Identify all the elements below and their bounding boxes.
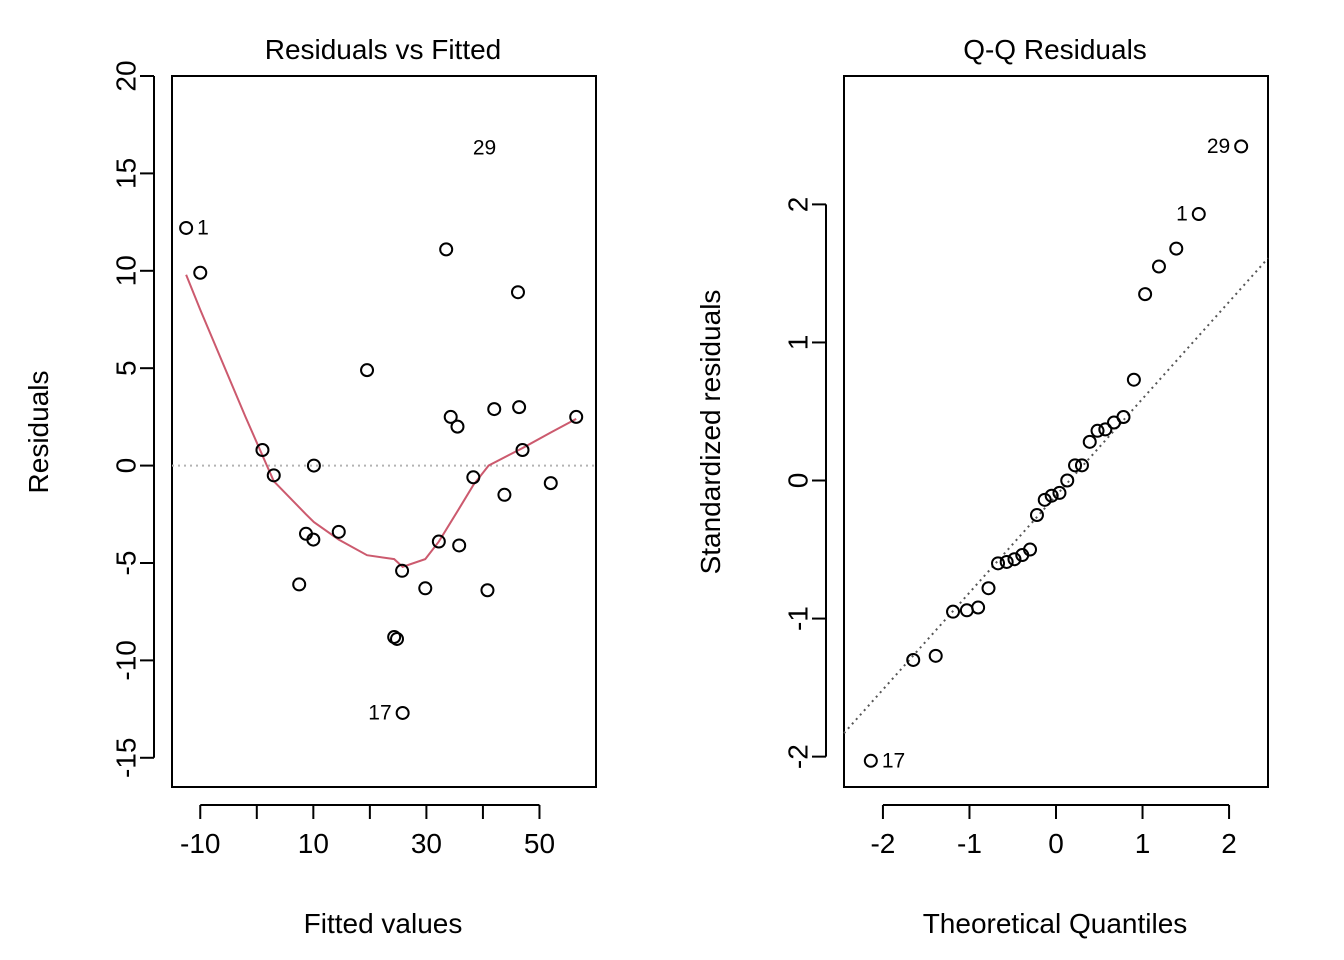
qq-residuals-x-tick-label: 0 [1048, 828, 1064, 859]
residuals-vs-fitted-point [515, 443, 530, 458]
qq-residuals-y-tick-label: -2 [783, 744, 814, 769]
qq-residuals-point-label: 17 [882, 749, 905, 772]
residuals-vs-fitted-point [255, 443, 270, 458]
residuals-vs-fitted-point [466, 470, 481, 485]
qq-residuals-y-tick-label: -1 [783, 606, 814, 631]
qq-residuals-point [1098, 422, 1113, 437]
qq-residuals-point [959, 603, 974, 618]
residuals-vs-fitted-point [292, 577, 307, 592]
qq-residuals-point [1052, 485, 1067, 500]
residuals-vs-fitted-point [418, 581, 433, 596]
residuals-vs-fitted-y-tick-label: 5 [111, 360, 142, 376]
qq-residuals-y-tick-label: 1 [783, 335, 814, 351]
residuals-vs-fitted-point [497, 487, 512, 502]
residuals-vs-fitted-point [480, 583, 495, 598]
residuals-vs-fitted-point [193, 265, 208, 280]
qq-residuals-reference-line [843, 257, 1269, 734]
qq-residuals-point [863, 753, 878, 768]
residuals-vs-fitted-point [331, 524, 346, 539]
qq-residuals-point [1082, 434, 1097, 449]
qq-residuals-title: Q-Q Residuals [963, 34, 1147, 65]
residuals-vs-fitted-point-label: 17 [368, 701, 391, 724]
residuals-vs-fitted-y-tick-label: -15 [111, 738, 142, 778]
residuals-vs-fitted-point [452, 538, 467, 553]
qq-residuals-point [928, 648, 943, 663]
qq-residuals-point [1074, 458, 1089, 473]
residuals-vs-fitted-ylabel: Residuals [23, 371, 54, 494]
qq-residuals-x-tick-label: 2 [1221, 828, 1237, 859]
qq-residuals-point [1138, 287, 1153, 302]
residuals-vs-fitted-smooth-line [185, 274, 577, 569]
residuals-vs-fitted-point [439, 242, 454, 257]
residuals-vs-fitted-point [395, 563, 410, 578]
qq-residuals-plot-box [843, 75, 1269, 788]
qq-residuals-point [1191, 207, 1206, 222]
residuals-vs-fitted-point [266, 468, 281, 483]
qq-residuals-xlabel: Theoretical Quantiles [923, 908, 1188, 939]
qq-residuals-point-label: 1 [1176, 203, 1188, 226]
qq-residuals-x-tick-label: -2 [870, 828, 895, 859]
residuals-vs-fitted-y-tick-label: 10 [111, 255, 142, 286]
qq-residuals-point [1023, 542, 1038, 557]
residuals-vs-fitted-y-tick-label: -10 [111, 640, 142, 680]
residuals-vs-fitted-point [450, 419, 465, 434]
qq-residuals-point [1044, 488, 1059, 503]
residuals-vs-fitted-point-label: 29 [473, 137, 496, 160]
qq-residuals-point [981, 581, 996, 596]
residuals-vs-fitted-y-tick-label: 15 [111, 158, 142, 189]
residuals-vs-fitted-x-tick-label: 30 [411, 828, 442, 859]
residuals-vs-fitted-point [306, 458, 321, 473]
residuals-vs-fitted-point [306, 532, 321, 547]
qq-residuals-point [1090, 423, 1105, 438]
qq-residuals-point [1068, 458, 1083, 473]
qq-residuals-point [991, 556, 1006, 571]
residuals-vs-fitted-y-tick-label: -5 [111, 551, 142, 576]
residuals-vs-fitted-xlabel: Fitted values [304, 908, 463, 939]
residuals-vs-fitted-point [487, 402, 502, 417]
qq-residuals-point [1234, 139, 1249, 154]
qq-residuals-y-tick-label: 0 [783, 473, 814, 489]
qq-residuals-point [946, 604, 961, 619]
residuals-vs-fitted-plot-box [171, 75, 597, 788]
qq-residuals-point [971, 600, 986, 615]
residuals-vs-fitted-y-tick-label: 20 [111, 60, 142, 91]
residuals-vs-fitted-y-tick-label: 0 [111, 458, 142, 474]
residuals-vs-fitted-point [543, 476, 558, 491]
qq-residuals-y-tick-label: 2 [783, 197, 814, 213]
qq-residuals-point [1007, 552, 1022, 567]
residuals-vs-fitted-point [360, 363, 375, 378]
residuals-vs-fitted-x-tick-label: 50 [524, 828, 555, 859]
qq-residuals-point [1169, 241, 1184, 256]
qq-residuals-point [1037, 492, 1052, 507]
qq-residuals-point [906, 652, 921, 667]
qq-residuals-point [1116, 410, 1131, 425]
residuals-vs-fitted-panel: Residuals vs Fitted Fitted values Residu… [23, 34, 597, 939]
qq-residuals-x-tick-label: 1 [1135, 828, 1151, 859]
qq-residuals-point [999, 554, 1014, 569]
residuals-vs-fitted-point-label: 1 [197, 216, 209, 239]
residuals-vs-fitted-point [443, 409, 458, 424]
qq-residuals-point [1126, 372, 1141, 387]
qq-residuals-panel: Q-Q Residuals Theoretical Quantiles Stan… [695, 34, 1269, 939]
residuals-vs-fitted-point [510, 285, 525, 300]
qq-residuals-point [1151, 259, 1166, 274]
residuals-vs-fitted-point [431, 534, 446, 549]
residuals-vs-fitted-x-tick-label: 10 [298, 828, 329, 859]
residuals-vs-fitted-x-tick-label: -10 [180, 828, 220, 859]
residuals-vs-fitted-point [512, 400, 527, 415]
residuals-vs-fitted-point [390, 631, 405, 646]
residuals-vs-fitted-point [387, 630, 402, 645]
residuals-vs-fitted-point [179, 220, 194, 235]
qq-residuals-x-tick-label: -1 [957, 828, 982, 859]
qq-residuals-ylabel: Standardized residuals [695, 290, 726, 575]
qq-residuals-point [1060, 473, 1075, 488]
qq-residuals-point [1029, 508, 1044, 523]
qq-residuals-point-label: 29 [1207, 135, 1230, 158]
residuals-vs-fitted-title: Residuals vs Fitted [265, 34, 502, 65]
residuals-vs-fitted-point [395, 705, 410, 720]
residuals-vs-fitted-point [569, 409, 584, 424]
